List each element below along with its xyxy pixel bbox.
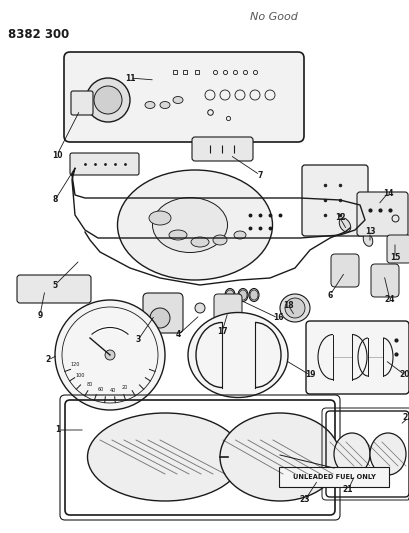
Ellipse shape: [225, 288, 234, 302]
FancyBboxPatch shape: [301, 165, 367, 236]
FancyBboxPatch shape: [330, 254, 358, 287]
FancyBboxPatch shape: [71, 91, 93, 115]
Text: 3: 3: [135, 335, 140, 344]
Circle shape: [94, 86, 122, 114]
Ellipse shape: [248, 288, 258, 302]
Ellipse shape: [237, 288, 247, 302]
Ellipse shape: [338, 218, 350, 232]
FancyBboxPatch shape: [386, 235, 409, 263]
Ellipse shape: [152, 198, 227, 253]
Ellipse shape: [117, 170, 272, 280]
Text: 14: 14: [382, 189, 392, 198]
Text: 7: 7: [257, 171, 262, 180]
Ellipse shape: [191, 237, 209, 247]
Text: 4: 4: [175, 330, 180, 340]
FancyBboxPatch shape: [64, 52, 303, 142]
Ellipse shape: [333, 433, 369, 475]
Ellipse shape: [213, 235, 227, 245]
Ellipse shape: [87, 413, 242, 501]
Text: 16: 16: [272, 313, 283, 322]
Text: 80: 80: [86, 382, 92, 387]
Circle shape: [284, 298, 304, 318]
Text: 13: 13: [364, 228, 374, 237]
Text: 6: 6: [326, 290, 332, 300]
Circle shape: [150, 308, 170, 328]
Text: 10: 10: [52, 150, 62, 159]
Text: 100: 100: [76, 373, 85, 378]
Text: 60: 60: [97, 387, 103, 392]
Text: 17: 17: [216, 327, 227, 336]
Text: 8: 8: [52, 196, 58, 205]
Ellipse shape: [249, 290, 257, 300]
Ellipse shape: [160, 101, 170, 109]
Text: 21: 21: [342, 486, 353, 495]
Text: 12: 12: [334, 214, 344, 222]
Text: 23: 23: [299, 496, 310, 505]
Ellipse shape: [234, 231, 245, 239]
Text: 19: 19: [304, 370, 315, 379]
Text: 22: 22: [402, 414, 409, 423]
Text: 2: 2: [45, 356, 50, 365]
Ellipse shape: [148, 211, 171, 225]
Circle shape: [86, 78, 130, 122]
Text: No Good: No Good: [249, 12, 297, 22]
Text: 1: 1: [55, 425, 61, 434]
Text: 20: 20: [122, 385, 128, 390]
FancyBboxPatch shape: [191, 137, 252, 161]
Ellipse shape: [188, 312, 287, 398]
Ellipse shape: [220, 413, 339, 501]
Ellipse shape: [225, 290, 234, 300]
Text: 11: 11: [124, 74, 135, 83]
Ellipse shape: [238, 290, 246, 300]
Ellipse shape: [279, 294, 309, 322]
Text: 24: 24: [384, 295, 394, 304]
Text: UNLEADED FUEL ONLY: UNLEADED FUEL ONLY: [292, 474, 375, 480]
FancyBboxPatch shape: [70, 153, 139, 175]
FancyBboxPatch shape: [213, 294, 241, 327]
Circle shape: [195, 303, 204, 313]
FancyBboxPatch shape: [143, 293, 182, 333]
Text: 5: 5: [52, 280, 57, 289]
Text: 18: 18: [282, 301, 292, 310]
Circle shape: [55, 300, 164, 410]
Ellipse shape: [169, 230, 187, 240]
FancyBboxPatch shape: [370, 264, 398, 297]
FancyBboxPatch shape: [305, 321, 408, 394]
Circle shape: [105, 350, 115, 360]
Text: 120: 120: [70, 362, 80, 367]
FancyBboxPatch shape: [278, 467, 388, 487]
Text: 9: 9: [37, 311, 43, 319]
Text: 15: 15: [389, 254, 399, 262]
Ellipse shape: [369, 433, 405, 475]
Text: 8382 300: 8382 300: [8, 28, 69, 41]
Ellipse shape: [173, 96, 182, 103]
FancyBboxPatch shape: [17, 275, 91, 303]
Ellipse shape: [145, 101, 155, 109]
Text: 20: 20: [399, 370, 409, 379]
Ellipse shape: [362, 233, 372, 246]
FancyBboxPatch shape: [356, 192, 407, 236]
Text: 40: 40: [110, 389, 116, 393]
